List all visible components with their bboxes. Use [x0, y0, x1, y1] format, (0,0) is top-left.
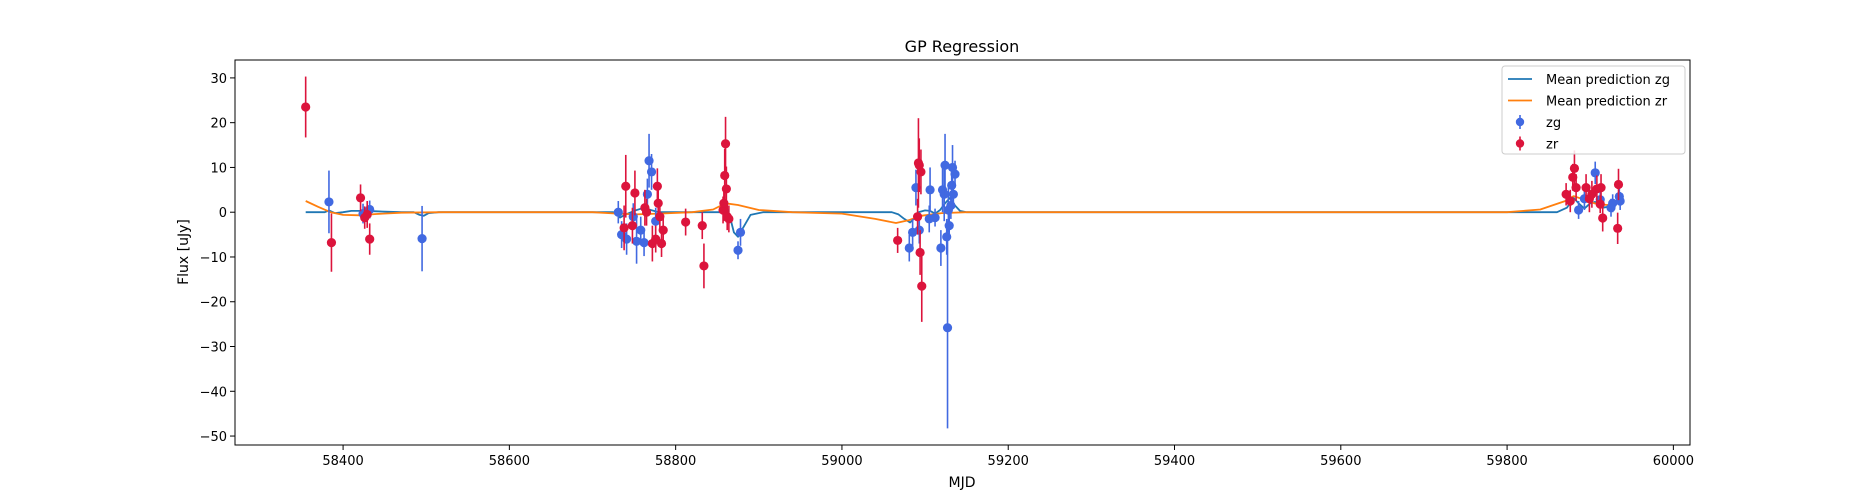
data-point-zr — [355, 193, 366, 203]
y-tick-label: 0 — [219, 206, 227, 221]
data-point-zr — [627, 221, 638, 231]
data-point-zr — [1561, 189, 1571, 199]
legend-label: Mean prediction zr — [1546, 95, 1668, 110]
data-point-zg — [904, 243, 914, 253]
data-point-zr — [1569, 163, 1580, 173]
data-point-zr — [1613, 223, 1623, 233]
data-point-zr — [720, 139, 731, 149]
data-point-zr — [653, 198, 663, 208]
data-point-zr — [621, 181, 631, 191]
x-tick-label: 59600 — [1320, 454, 1361, 469]
x-tick-label: 58800 — [655, 454, 696, 469]
data-point-zr — [1565, 196, 1575, 206]
data-point-zg — [925, 185, 935, 195]
x-tick-label: 58600 — [489, 454, 530, 469]
data-point-zr — [630, 188, 640, 198]
data-point-zg — [930, 212, 940, 223]
data-point-zg — [1590, 168, 1600, 178]
plot-layer — [301, 76, 1625, 429]
data-point-zg — [1615, 196, 1625, 206]
data-point-zr — [365, 234, 375, 244]
data-point-zr — [619, 223, 629, 233]
data-point-zr — [720, 170, 730, 181]
legend-marker-swatch — [1515, 117, 1525, 127]
data-point-zg — [735, 227, 746, 237]
data-point-zr — [655, 212, 665, 222]
data-point-zr — [301, 102, 311, 112]
y-tick-label: 20 — [210, 117, 227, 132]
data-point-zr — [1596, 182, 1606, 193]
data-point-zg — [950, 169, 960, 179]
legend-box — [1501, 65, 1686, 155]
data-point-zr — [697, 221, 707, 231]
data-point-zr — [915, 247, 925, 258]
data-point-zg — [639, 238, 649, 248]
data-point-zg — [1608, 198, 1618, 208]
data-point-zr — [362, 209, 372, 220]
legend-label: Mean prediction zg — [1546, 73, 1670, 88]
x-tick-label: 59400 — [1154, 454, 1195, 469]
data-point-zg — [936, 243, 946, 253]
y-tick-label: 10 — [210, 161, 227, 176]
data-point-zr — [913, 212, 923, 222]
data-point-zr — [721, 184, 731, 194]
plot-frame — [234, 59, 1691, 446]
y-tick-label: −30 — [200, 341, 227, 356]
data-point-zg — [636, 225, 646, 235]
data-point-zg — [940, 160, 950, 170]
data-point-zr — [681, 217, 691, 227]
data-point-zr — [652, 181, 662, 191]
data-point-zr — [916, 167, 926, 177]
series-line-zg — [305, 197, 1620, 238]
data-point-zg — [324, 197, 334, 207]
data-point-zr — [893, 235, 903, 246]
data-point-zg — [417, 234, 427, 244]
data-point-zg — [914, 225, 924, 235]
data-point-zg — [939, 189, 949, 199]
legend-label: zr — [1546, 138, 1559, 153]
series-line-zr — [305, 195, 1620, 224]
data-point-zg — [646, 167, 657, 177]
data-point-zr — [1571, 182, 1581, 193]
legend: Mean prediction zg Mean prediction zr zg zr — [1501, 65, 1686, 155]
data-point-zg — [1573, 205, 1584, 215]
x-tick-label: 60000 — [1653, 454, 1694, 469]
x-tick-label: 59000 — [821, 454, 862, 469]
data-point-zr — [326, 238, 337, 248]
data-point-zr — [917, 281, 927, 291]
y-axis-label: Flux [uJy] — [176, 219, 192, 285]
data-point-zr — [1598, 213, 1608, 223]
data-point-zr — [656, 238, 667, 249]
data-point-zg — [942, 323, 953, 333]
y-tick-label: −20 — [200, 296, 227, 311]
legend-label: zg — [1546, 116, 1561, 131]
y-tick-label: −50 — [200, 430, 227, 445]
data-point-zg — [613, 207, 623, 217]
x-axis-ticks: 58400 58600 58800 59000 59200 59400 59600 59800… — [322, 445, 1694, 469]
x-axis-label: MJD — [949, 475, 976, 491]
x-tick-label: 59800 — [1486, 454, 1527, 469]
y-tick-label: −40 — [200, 385, 227, 400]
data-point-zr — [718, 205, 728, 215]
data-point-zr — [1581, 182, 1591, 193]
data-point-zr — [641, 207, 652, 217]
data-point-zg — [944, 221, 954, 231]
x-tick-label: 58400 — [322, 454, 363, 469]
x-tick-label: 59200 — [988, 454, 1029, 469]
data-point-zg — [733, 245, 743, 255]
data-point-zr — [699, 261, 709, 271]
data-point-zg — [948, 189, 958, 199]
data-point-zg — [631, 236, 642, 246]
data-point-zr — [724, 214, 734, 224]
data-point-zr — [1613, 179, 1624, 190]
chart-title: GP Regression — [905, 37, 1020, 56]
legend-marker-swatch — [1515, 139, 1525, 148]
data-point-zr — [658, 225, 668, 235]
y-tick-label: 30 — [210, 72, 227, 87]
y-tick-label: −10 — [200, 251, 227, 266]
y-axis-ticks: −50 −40 −30 −20 −10 0 10 20 30 — [200, 72, 235, 445]
